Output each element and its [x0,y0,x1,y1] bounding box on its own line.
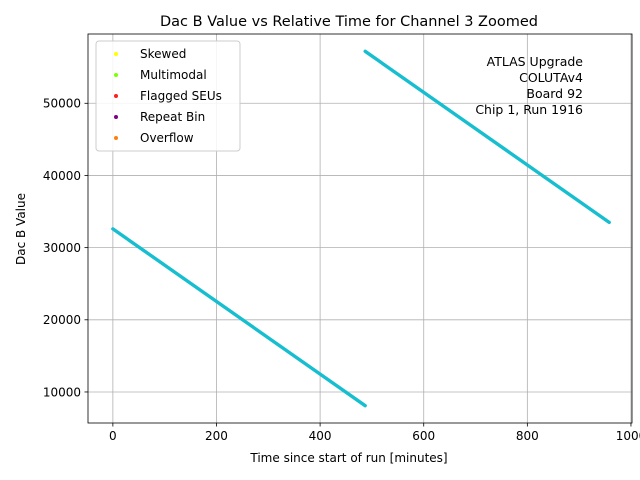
y-axis-label: Dac B Value [14,193,28,265]
legend-box [95,40,241,152]
x-tick-label: 1000 [616,429,640,443]
plot-frame [87,33,633,424]
y-tick-label: 20000 [43,313,81,327]
legend-label-overflow: Overflow [140,131,194,145]
legend-label-skewed: Skewed [140,47,186,61]
x-tick-label: 600 [412,429,435,443]
legend-label-flagged-seus: Flagged SEUs [140,89,222,103]
y-tick-label: 30000 [43,241,81,255]
tick-layer: 0 200 400 600 800 1000 10000 20000 30000 40000 500… [43,97,640,443]
legend-marker-skewed [114,52,118,56]
legend: Skewed Multimodal Flagged SEUs Repeat Bi… [95,40,241,152]
legend-label-multimodal: Multimodal [140,68,207,82]
legend-marker-overflow [114,136,118,140]
x-axis-label: Time since start of run [minutes] [249,451,447,465]
legend-marker-flagged-seus [114,94,118,98]
legend-marker-repeat-bin [114,115,118,119]
annotation-line: COLUTAv4 [519,70,583,85]
annotation-line: Board 92 [526,86,583,101]
data-series-segment [363,49,611,225]
legend-label-repeat-bin: Repeat Bin [140,110,205,124]
y-tick-label: 10000 [43,385,81,399]
run-annotation: ATLAS Upgrade COLUTAv4 Board 92 Chip 1, … [475,54,583,117]
annotation-line: ATLAS Upgrade [487,54,584,69]
chart-title: Dac B Value vs Relative Time for Channel… [160,14,538,30]
annotation-line: Chip 1, Run 1916 [475,102,583,117]
x-tick-label: 0 [109,429,117,443]
x-tick-label: 800 [516,429,539,443]
x-tick-label: 400 [309,429,332,443]
data-layer [111,49,611,408]
data-series-segment [111,227,367,408]
x-tick-label: 200 [205,429,228,443]
y-tick-label: 50000 [43,97,81,111]
y-tick-label: 40000 [43,169,81,183]
legend-marker-multimodal [114,73,118,77]
